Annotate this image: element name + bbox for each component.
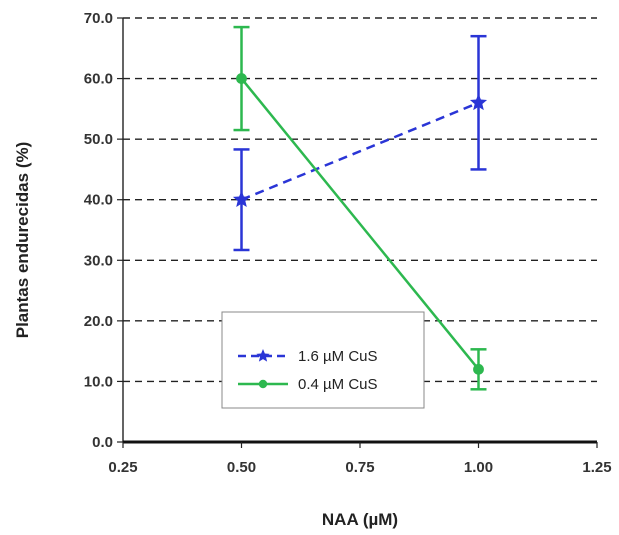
x-tick-label: 0.50 bbox=[227, 459, 256, 476]
legend: 1.6 µM CuS 0.4 µM CuS bbox=[221, 311, 425, 409]
series-1 bbox=[232, 34, 488, 252]
legend-item: 1.6 µM CuS bbox=[238, 348, 378, 365]
series-line bbox=[241, 101, 479, 201]
legend-items: 1.6 µM CuS 0.4 µM CuS bbox=[238, 348, 378, 393]
y-tick-label: 70.0 bbox=[84, 10, 113, 27]
star-marker bbox=[256, 349, 270, 362]
y-axis-label: Plantas endurecidas (%) bbox=[13, 142, 32, 339]
y-tick-label: 50.0 bbox=[84, 131, 113, 148]
y-tick-label: 60.0 bbox=[84, 71, 113, 88]
series-line bbox=[240, 77, 480, 371]
axes bbox=[117, 17, 598, 448]
x-tick-label: 0.75 bbox=[345, 459, 374, 476]
x-tick-label: 0.25 bbox=[108, 459, 137, 476]
y-tick-label: 0.0 bbox=[92, 434, 113, 451]
x-tick-label: 1.00 bbox=[464, 459, 493, 476]
legend-box bbox=[221, 311, 425, 409]
x-tick-label: 1.25 bbox=[582, 459, 611, 476]
legend-label: 0.4 µM CuS bbox=[298, 376, 378, 393]
y-tick-label: 30.0 bbox=[84, 252, 113, 269]
tick-labels: 0.0 10.0 20.0 30.0 40.0 50.0 60.0 70.0 0.25 0.50 0… bbox=[84, 10, 612, 476]
y-tick-label: 10.0 bbox=[84, 373, 113, 390]
star-marker bbox=[232, 190, 251, 207]
circle-marker bbox=[473, 363, 484, 375]
y-tick-label: 40.0 bbox=[84, 192, 113, 209]
grid-lines bbox=[123, 17, 597, 383]
circle-marker bbox=[258, 379, 268, 389]
star-marker bbox=[469, 93, 488, 111]
circle-marker bbox=[236, 73, 247, 84]
series-layer bbox=[232, 25, 488, 391]
legend-label: 1.6 µM CuS bbox=[298, 348, 378, 365]
y-tick-label: 20.0 bbox=[84, 313, 113, 330]
series-2 bbox=[233, 25, 487, 391]
legend-item: 0.4 µM CuS bbox=[238, 376, 378, 393]
x-axis-label: NAA (µM) bbox=[322, 510, 398, 529]
